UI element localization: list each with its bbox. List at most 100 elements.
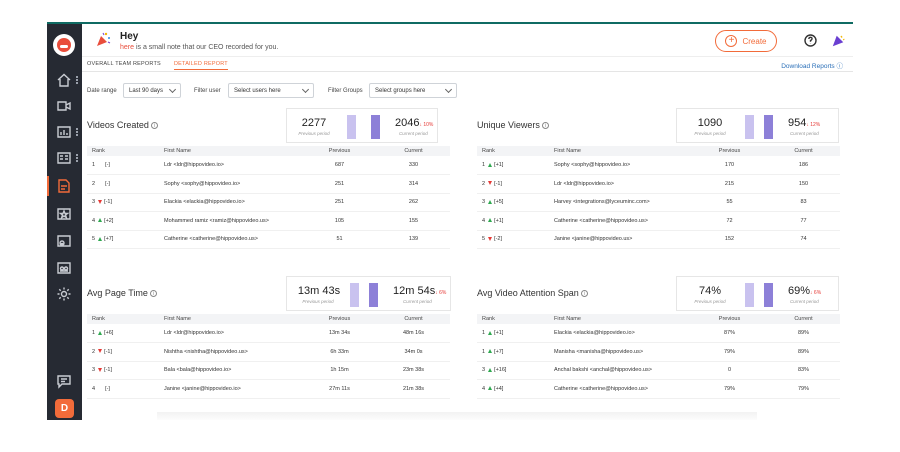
tab-overall-team-reports[interactable]: OVERALL TEAM REPORTS (87, 61, 161, 67)
reports-icon[interactable] (56, 178, 72, 194)
col-first-name[interactable]: First Name (159, 314, 302, 324)
analytics-more-dots[interactable] (76, 128, 78, 136)
table-header: Rank First Name Previous Current (87, 314, 450, 324)
video-icon[interactable] (56, 98, 72, 114)
campaign-icon[interactable] (56, 206, 72, 222)
rank-cell: 2 [-1] (477, 174, 549, 194)
settings-icon[interactable] (56, 286, 72, 302)
filter-user-select[interactable]: Select users here (228, 83, 314, 98)
table-row[interactable]: 1 [+1] Elackia <elackia@hippovideo.io> 87% 8… (477, 324, 840, 343)
table-row[interactable]: 4 [-] Janine <janine@hippovideo.io> 27m 11s… (87, 379, 450, 399)
col-rank[interactable]: Rank (87, 314, 159, 324)
current-cell: 89% (767, 342, 840, 362)
table-row[interactable]: 3 [-1] Bala <bala@hippovideo.io> 1h 15m 23m … (87, 361, 450, 380)
rank-delta: [-1] (104, 367, 113, 374)
previous-cell: 0 (692, 361, 767, 380)
col-first-name[interactable]: First Name (549, 314, 692, 324)
col-current[interactable]: Current (377, 146, 450, 156)
col-rank[interactable]: Rank (477, 314, 549, 324)
home-icon[interactable] (56, 72, 72, 88)
report-tabs: OVERALL TEAM REPORTS DETAILED REPORT Dow… (82, 57, 853, 72)
rank-delta: [-] (105, 162, 110, 168)
home-more-dots[interactable] (76, 76, 78, 84)
current-cell: 89% (767, 324, 840, 343)
contacts-icon[interactable] (56, 233, 72, 249)
stat-card: 2277 Previous period 2046↓ 10% Current p… (286, 108, 438, 143)
first-name-cell: Catherine <catherine@hippovideo.us> (549, 379, 692, 399)
rank-number: 1 (482, 162, 486, 168)
team-icon[interactable] (56, 260, 72, 276)
panel-title: Unique Viewers i (477, 120, 549, 130)
user-avatar[interactable]: D (55, 399, 74, 418)
change-percent: ↓ 12% (806, 122, 821, 128)
templates-more-dots[interactable] (76, 154, 78, 162)
rank-number: 1 (482, 348, 486, 355)
table-row[interactable]: 5 [-2] Janine <janine@hippovideo.us> 152 74 (477, 230, 840, 249)
current-value: 2046↓ 10% (395, 117, 434, 129)
plus-icon: + (725, 35, 738, 47)
panel-title: Videos Created i (87, 120, 158, 130)
app-logo[interactable] (53, 34, 75, 56)
table-row[interactable]: 5 [+7] Catherine <catherine@hippovideo.us>… (87, 230, 450, 249)
previous-cell: 72 (692, 211, 767, 231)
current-value: 69%↓ 6% (788, 285, 822, 297)
current-cell: 262 (377, 193, 450, 212)
filter-groups-select[interactable]: Select groups here (369, 83, 457, 98)
tab-detailed-report[interactable]: DETAILED REPORT (174, 61, 228, 70)
col-rank[interactable]: Rank (477, 146, 549, 156)
col-rank[interactable]: Rank (87, 146, 159, 156)
col-previous[interactable]: Previous (302, 314, 377, 324)
col-previous[interactable]: Previous (302, 146, 377, 156)
table-row[interactable]: 1 [-] Ldr <ldr@hippovideo.io> 687 330 (87, 156, 450, 175)
templates-icon[interactable] (56, 150, 72, 166)
col-previous[interactable]: Previous (692, 146, 767, 156)
table-row[interactable]: 2 [-1] Nishtha <nishtha@hippovideo.us> 6h 3… (87, 342, 450, 362)
help-icon[interactable] (804, 34, 817, 47)
arrow-up-icon (488, 367, 493, 372)
analytics-icon[interactable] (56, 124, 72, 140)
table-row[interactable]: 3 [-1] Elackia <elackia@hippovideo.io> 251 2… (87, 193, 450, 212)
rank-number: 1 (92, 330, 96, 336)
rank-cell: 1 [+1] (477, 324, 549, 343)
first-name-cell: Ldr <ldr@hippovideo.io> (159, 324, 302, 343)
rank-cell: 1 [+6] (87, 324, 159, 343)
col-previous[interactable]: Previous (692, 314, 767, 324)
first-name-cell: Catherine <catherine@hippovideo.us> (549, 211, 692, 231)
col-current[interactable]: Current (767, 314, 840, 324)
info-icon[interactable]: i (580, 290, 588, 298)
current-bar (369, 283, 378, 307)
table-row[interactable]: 1 [+7] Manisha <manisha@hippovideo.us> 79% 8… (477, 342, 840, 362)
col-current[interactable]: Current (377, 314, 450, 324)
table-row[interactable]: 4 [+1] Catherine <catherine@hippovideo.us>… (477, 211, 840, 231)
arrow-up-icon (488, 199, 493, 204)
table-row[interactable]: 3 [+16] Anchal bakshi <anchal@hippovideo.u… (477, 361, 840, 380)
table-row[interactable]: 2 [-] Sophy <sophy@hippovideo.io> 251 314 (87, 174, 450, 194)
table-row[interactable]: 2 [-1] Ldr <ldr@hippovideo.io> 215 150 (477, 174, 840, 194)
current-label: Current period (403, 299, 432, 304)
current-cell: 23m 38s (377, 361, 450, 380)
col-first-name[interactable]: First Name (549, 146, 692, 156)
create-button[interactable]: + Create (715, 30, 777, 52)
table-row[interactable]: 1 [+6] Ldr <ldr@hippovideo.io> 13m 34s 48m 1… (87, 324, 450, 343)
greeting: Hey (120, 31, 139, 42)
rank-cell: 4 [+4] (477, 379, 549, 399)
ceo-note-link[interactable]: here (120, 44, 135, 51)
col-first-name[interactable]: First Name (159, 146, 302, 156)
date-range-select[interactable]: Last 90 days (123, 83, 181, 98)
whats-new-icon[interactable] (832, 34, 845, 47)
app-window: D Hey here is a small note that our CEO … (47, 22, 853, 420)
previous-label: Previous period (694, 131, 726, 136)
feedback-icon[interactable] (56, 373, 72, 389)
table-row[interactable]: 1 [+1] Sophy <sophy@hippovideo.io> 170 186 (477, 156, 840, 175)
rank-delta: [-1] (104, 199, 113, 206)
info-icon[interactable]: i (541, 122, 549, 130)
table-row[interactable]: 3 [+5] Harvey <integrations@lyceuminc.com>… (477, 193, 840, 212)
rank-cell: 1 [+1] (477, 156, 549, 175)
download-reports-link[interactable]: Download Reports ⓘ (781, 60, 843, 70)
col-current[interactable]: Current (767, 146, 840, 156)
change-percent: ↓ 6% (810, 290, 822, 296)
info-icon[interactable]: i (149, 290, 157, 298)
table-row[interactable]: 4 [+4] Catherine <catherine@hippovideo.us>… (477, 379, 840, 399)
table-row[interactable]: 4 [+2] Mohammed ramiz <ramiz@hippovideo.us… (87, 211, 450, 231)
info-icon[interactable]: i (150, 122, 158, 130)
